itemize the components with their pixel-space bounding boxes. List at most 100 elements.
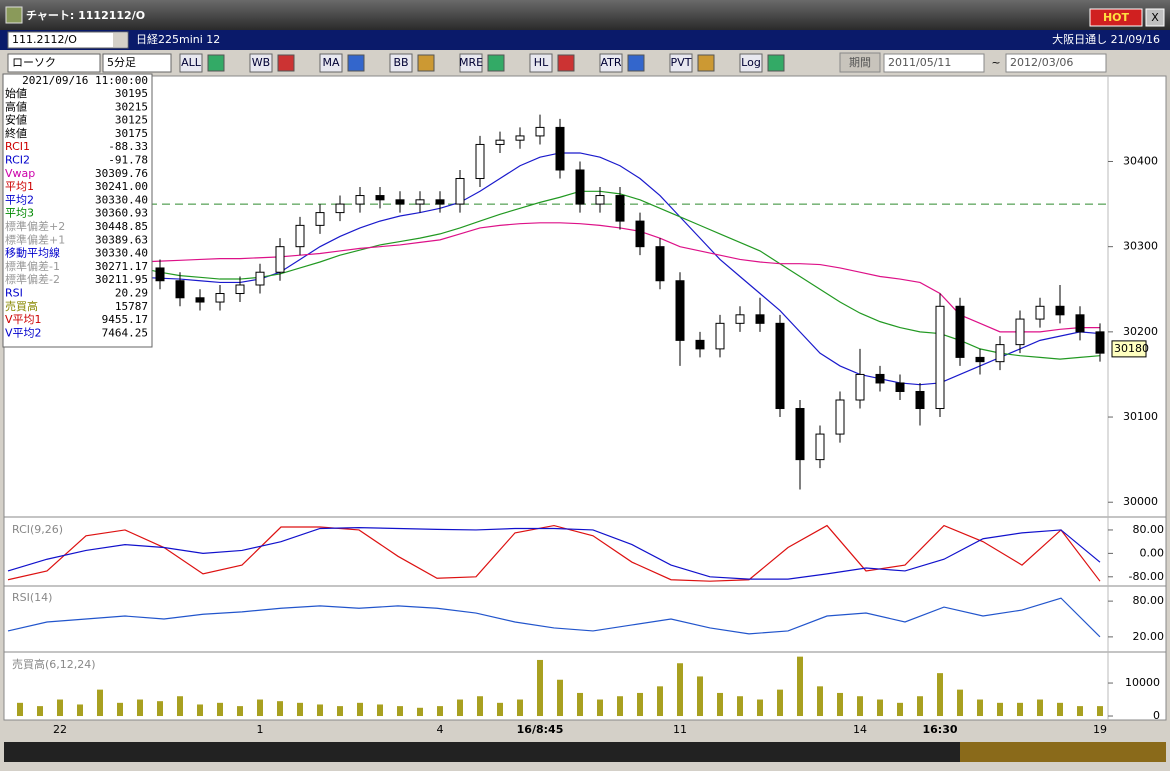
info-value: 30330.40 [95,193,148,206]
toolbar-icon [347,54,365,72]
candle-body [315,212,325,226]
to-date[interactable] [1005,53,1107,73]
info-value: 30215 [115,100,148,113]
volume-bar [237,706,243,717]
candle-body [275,246,285,273]
info-value: 30195 [115,87,148,100]
style-select[interactable] [7,53,101,73]
candle-body [335,203,345,214]
code-input[interactable] [7,31,129,49]
info-label: 始値 [5,86,27,100]
info-value: 30389.63 [95,233,148,246]
candle-body [215,293,225,303]
volume-bar [257,699,263,717]
close-label[interactable]: X [1151,11,1159,24]
app-icon [5,6,23,24]
info-label: 売買高 [5,299,38,313]
info-panel-box [2,73,153,348]
code-text[interactable]: 111.2112/O [12,33,77,46]
info-value: 30330.40 [95,247,148,260]
toolbar-button-label[interactable]: HL [534,56,549,69]
period-button[interactable] [839,52,881,73]
info-label: 高値 [5,99,27,113]
x-tick-label: 16:30 [922,723,957,736]
candle-body [575,169,585,205]
interval-text[interactable]: 5分足 [107,56,136,69]
session: 大阪日通し 21/09/16 [1052,32,1160,46]
to-text[interactable]: 2012/03/06 [1010,56,1073,69]
toolbar-button-label[interactable]: ALL [181,56,202,69]
info-strip [0,30,1170,50]
volume-bar [177,696,183,717]
volume-bar [517,699,523,717]
style-text[interactable]: ローソク [12,56,56,69]
hot-label[interactable]: HOT [1103,11,1130,24]
candle-body [495,139,505,145]
candle-body [815,433,825,461]
volume-bar [657,686,663,717]
toolbar-button[interactable] [669,53,693,73]
toolbar-button-label[interactable]: Log [741,56,761,69]
candle-body [855,373,865,401]
candle-body [175,280,185,299]
info-label: 標準偏差-1 [5,259,60,273]
volume-bar [137,699,143,717]
hot-button[interactable] [1089,8,1143,27]
from-text[interactable]: 2011/05/11 [888,56,951,69]
candle-body [355,195,365,205]
candle-body [375,195,385,201]
volume-bar [1057,702,1063,717]
info-label: 平均1 [5,180,34,193]
y-tick-label: 0 [1153,709,1160,722]
interval-select[interactable] [102,53,172,73]
volume-bar [717,692,723,717]
toolbar-button-label[interactable]: WB [252,56,270,69]
candle-body [1015,318,1025,346]
info-datetime: 2021/09/16 11:00:00 [22,74,148,87]
toolbar-button[interactable] [599,53,623,73]
toolbar-button[interactable] [249,53,273,73]
volume-bar [537,659,543,717]
toolbar-icon [207,54,225,72]
candle-body [935,305,945,410]
from-date[interactable] [883,53,985,73]
toolbar-button[interactable] [179,53,203,73]
candle-body [675,280,685,341]
toolbar-button-label[interactable]: MA [322,56,339,69]
last-price-box [1111,340,1147,358]
close-button[interactable] [1145,8,1165,27]
volume-bar [217,702,223,717]
volume-bar [277,701,283,717]
toolbar-button[interactable] [529,53,553,73]
toolbar-icon [627,54,645,72]
candle-body [1035,305,1045,320]
toolbar-button[interactable] [389,53,413,73]
toolbar-button-label[interactable]: MRE [459,56,483,69]
volume-bar [497,702,503,717]
y-tick-label: 30400 [1123,154,1158,167]
toolbar-button-label[interactable]: ATR [600,56,621,69]
volume-bar [857,696,863,717]
candle-body [515,135,525,141]
period-label[interactable]: 期間 [849,56,871,69]
candle-body [895,382,905,392]
info-label: 標準偏差+1 [5,232,65,246]
volume-bar [1017,702,1023,717]
scroll-thumb[interactable] [960,742,1166,762]
toolbar-button-label[interactable]: PVT [671,56,692,69]
volume-bar [597,699,603,717]
toolbar-button[interactable] [459,53,483,73]
toolbar-button[interactable] [739,53,763,73]
scroll-strip[interactable] [4,742,1166,762]
toolbar-button[interactable] [319,53,343,73]
candle-body [415,199,425,205]
candle-body [395,199,405,205]
toolbar-button-label[interactable]: BB [393,56,408,69]
dropdown[interactable] [113,33,127,47]
info-label: V平均1 [5,313,42,326]
volume-bar [17,702,23,717]
candle-body [635,220,645,248]
